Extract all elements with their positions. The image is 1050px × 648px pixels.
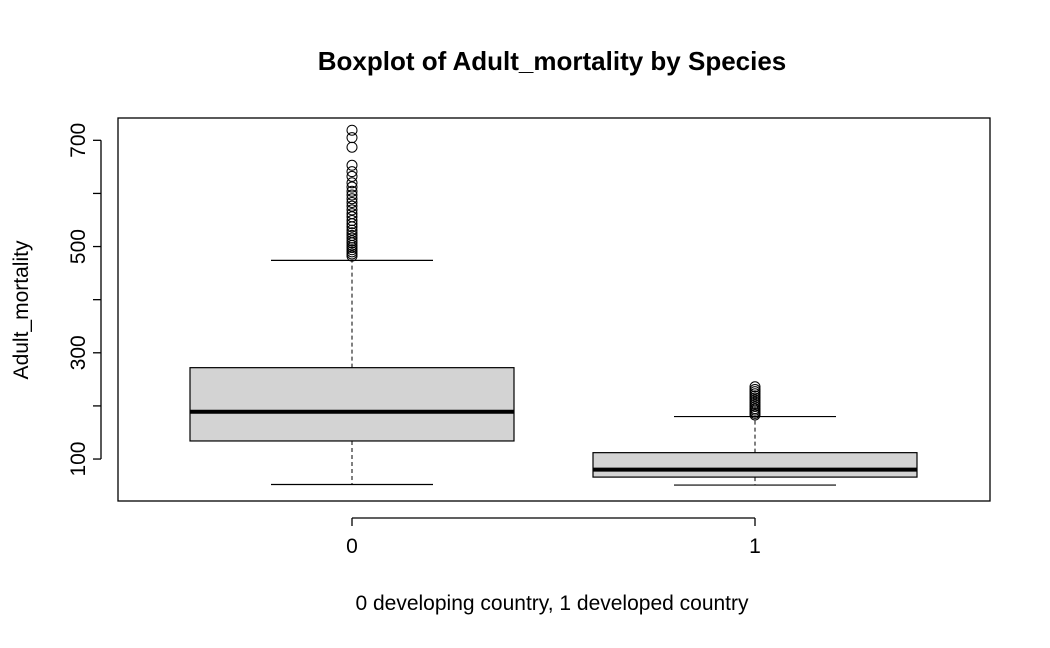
outlier-point bbox=[346, 227, 358, 239]
y-tick-label: 300 bbox=[67, 335, 90, 370]
outlier-point bbox=[346, 124, 358, 136]
outlier-point bbox=[346, 229, 358, 241]
y-axis: 100 300 500 700 bbox=[67, 123, 102, 477]
plot-frame bbox=[117, 117, 991, 502]
outlier-point bbox=[346, 132, 358, 144]
outlier-point bbox=[346, 193, 358, 205]
outlier-point bbox=[346, 185, 358, 197]
outlier-point bbox=[346, 200, 358, 212]
outlier-point bbox=[749, 383, 761, 395]
box-group-0 bbox=[189, 124, 515, 486]
iqr-box bbox=[592, 452, 918, 478]
x-tick-label: 1 bbox=[749, 535, 761, 558]
y-axis-label: Adult_mortality bbox=[10, 240, 33, 379]
outlier-point bbox=[346, 177, 358, 189]
y-tick-label: 100 bbox=[67, 442, 90, 477]
outlier-point bbox=[346, 141, 358, 153]
outlier-point bbox=[346, 232, 358, 244]
x-tick-label: 0 bbox=[346, 535, 358, 558]
outlier-point bbox=[346, 181, 358, 193]
iqr-box bbox=[189, 367, 515, 442]
y-tick-label: 700 bbox=[67, 123, 90, 158]
outlier-point bbox=[346, 208, 358, 220]
boxes-layer bbox=[189, 124, 918, 486]
x-axis-label: 0 developing country, 1 developed countr… bbox=[355, 592, 749, 615]
outlier-point bbox=[346, 211, 358, 223]
chart-title: Boxplot of Adult_mortality by Species bbox=[318, 46, 787, 76]
y-tick-label: 500 bbox=[67, 229, 90, 264]
outlier-point bbox=[346, 196, 358, 208]
outlier-point bbox=[346, 215, 358, 227]
outlier-point bbox=[346, 159, 358, 171]
outlier-point bbox=[346, 204, 358, 216]
outlier-point bbox=[346, 166, 358, 178]
outlier-point bbox=[346, 235, 358, 247]
outlier-point bbox=[346, 170, 358, 182]
box-group-1 bbox=[592, 381, 918, 486]
outlier-point bbox=[346, 189, 358, 201]
outlier-point bbox=[749, 381, 761, 393]
